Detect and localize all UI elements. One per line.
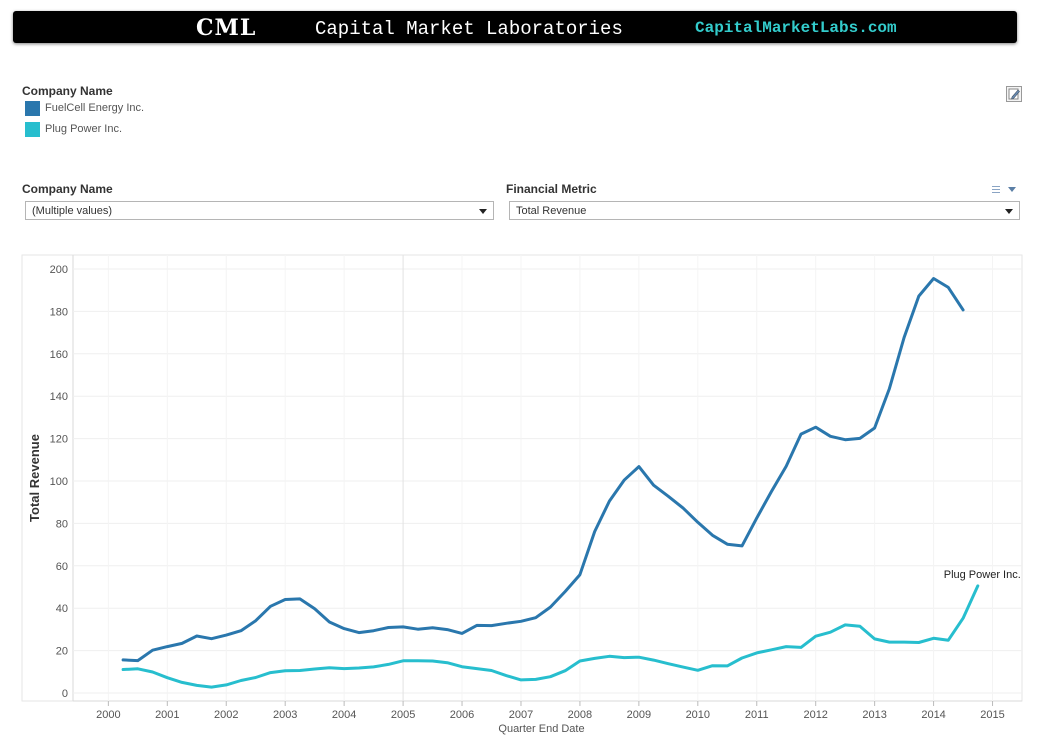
- cml-logo: CML: [196, 15, 257, 41]
- x-tick-label: 2009: [627, 709, 651, 721]
- series-end-label: Plug Power Inc.: [944, 569, 1021, 581]
- banner-url-link[interactable]: CapitalMarketLabs.com: [695, 19, 897, 37]
- legend-label: Plug Power Inc.: [45, 123, 123, 135]
- x-tick-label: 2000: [96, 709, 120, 721]
- metric-filter-value: Total Revenue: [516, 205, 587, 217]
- x-tick-label: 2001: [155, 709, 179, 721]
- x-tick-label: 2014: [921, 709, 945, 721]
- header-banner: CML Capital Market Laboratories CapitalM…: [13, 11, 1017, 43]
- metric-filter-dropdown[interactable]: Total Revenue: [509, 201, 1020, 220]
- metric-filter-title: Financial Metric: [506, 182, 597, 196]
- y-tick-label: 200: [50, 264, 68, 276]
- x-tick-label: 2010: [686, 709, 710, 721]
- y-tick-label: 20: [56, 646, 68, 658]
- chart-axes: 0 20 40 60 80 100 120 140 160 180 200 2000 2001 2002 2…: [50, 264, 1005, 721]
- x-tick-label: 2006: [450, 709, 474, 721]
- x-tick-label: 2007: [509, 709, 533, 721]
- y-tick-label: 160: [50, 349, 68, 361]
- legend-label: FuelCell Energy Inc.: [45, 102, 145, 114]
- edit-icon[interactable]: [1006, 86, 1022, 102]
- company-filter-dropdown[interactable]: (Multiple values): [25, 201, 494, 220]
- y-tick-label: 80: [56, 518, 68, 530]
- x-tick-label: 2004: [332, 709, 356, 721]
- series-line-plug-power-inc: [121, 584, 980, 689]
- x-tick-label: 2002: [214, 709, 238, 721]
- line-chart: 0 20 40 60 80 100 120 140 160 180 200 2000 2001 2002 2…: [21, 254, 1023, 735]
- y-tick-label: 0: [62, 688, 68, 700]
- company-filter-title: Company Name: [22, 182, 113, 196]
- chevron-down-icon: [479, 209, 487, 214]
- legend-swatch: [25, 122, 40, 137]
- company-filter-value: (Multiple values): [32, 205, 113, 217]
- y-tick-label: 60: [56, 561, 68, 573]
- chart-frame: [21, 254, 1023, 702]
- x-tick-label: 2015: [980, 709, 1004, 721]
- y-tick-label: 120: [50, 434, 68, 446]
- y-tick-label: 180: [50, 306, 68, 318]
- chart-gridlines: [21, 254, 1023, 702]
- x-tick-label: 2012: [803, 709, 827, 721]
- y-tick-label: 140: [50, 391, 68, 403]
- chevron-down-icon: [1005, 209, 1013, 214]
- menu-icon[interactable]: [992, 184, 1018, 199]
- x-tick-label: 2003: [273, 709, 297, 721]
- y-tick-label: 100: [50, 476, 68, 488]
- series-line-fuelcell-energy-inc: [121, 277, 965, 663]
- y-axis-title: Total Revenue: [27, 434, 42, 522]
- y-tick-label: 40: [56, 603, 68, 615]
- x-tick-label: 2011: [745, 709, 769, 721]
- x-axis-title: Quarter End Date: [498, 723, 584, 735]
- x-tick-label: 2013: [862, 709, 886, 721]
- x-tick-label: 2008: [568, 709, 592, 721]
- x-tick-label: 2005: [391, 709, 415, 721]
- banner-title: Capital Market Laboratories: [315, 18, 623, 40]
- chart-series: [121, 277, 980, 689]
- legend-swatch: [25, 101, 40, 116]
- legend-title: Company Name: [22, 84, 113, 98]
